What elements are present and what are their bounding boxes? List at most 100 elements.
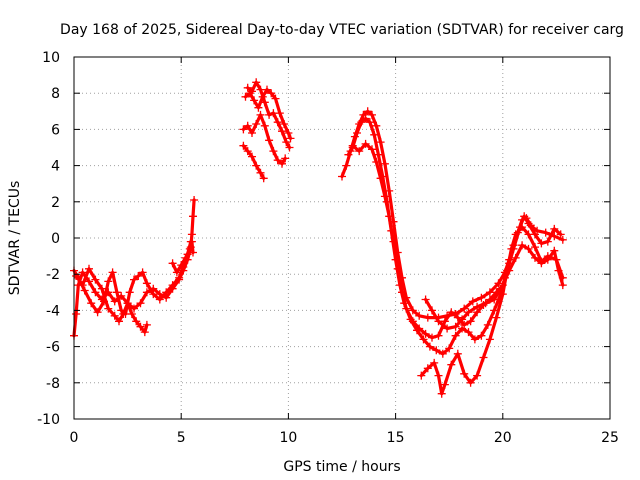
- data-point: [558, 235, 567, 244]
- data-series-arc-2d: [239, 141, 268, 183]
- data-point: [250, 96, 259, 105]
- data-point: [458, 315, 467, 324]
- data-point: [511, 253, 520, 262]
- data-point: [189, 248, 197, 257]
- data-point: [168, 281, 177, 290]
- data-point: [498, 290, 507, 299]
- data-point: [273, 118, 282, 127]
- y-tick-label: -6: [46, 340, 60, 356]
- data-point: [558, 281, 567, 290]
- data-point: [187, 230, 196, 239]
- data-point: [260, 98, 269, 107]
- data-point: [447, 308, 456, 317]
- data-point: [134, 272, 143, 280]
- data-point: [177, 261, 186, 270]
- data-point: [91, 275, 100, 284]
- data-point: [432, 346, 441, 355]
- data-series-arc-3e: [421, 284, 505, 333]
- data-point: [338, 172, 346, 181]
- data-point: [97, 284, 106, 293]
- series-line: [72, 240, 193, 316]
- x-tick-label: 0: [70, 430, 79, 446]
- data-point: [162, 288, 171, 297]
- data-point: [398, 288, 406, 297]
- data-point: [419, 335, 428, 344]
- data-series-arc-2b: [243, 78, 294, 152]
- data-point: [524, 219, 533, 228]
- data-point: [460, 369, 469, 378]
- data-point: [402, 304, 411, 313]
- data-point: [376, 174, 385, 183]
- data-point: [243, 83, 252, 92]
- data-point: [423, 364, 432, 373]
- data-point: [248, 87, 256, 96]
- y-tick-label: 6: [51, 122, 60, 138]
- data-point: [110, 297, 119, 306]
- data-point: [531, 253, 539, 262]
- data-point: [361, 114, 370, 123]
- data-point: [344, 150, 353, 159]
- data-point: [428, 333, 436, 342]
- data-point: [132, 317, 141, 326]
- data-point: [440, 380, 449, 389]
- data-point: [490, 295, 499, 304]
- y-tick-label: 4: [51, 159, 60, 175]
- data-point: [348, 141, 357, 150]
- data-point: [451, 331, 460, 340]
- y-tick-label: 0: [51, 231, 60, 247]
- data-point: [421, 295, 430, 304]
- data-point: [172, 268, 181, 277]
- data-point: [285, 143, 294, 152]
- data-point: [175, 273, 184, 282]
- data-point: [550, 246, 559, 255]
- data-point: [507, 244, 516, 253]
- y-tick-label: 8: [51, 86, 60, 102]
- data-point: [281, 154, 290, 163]
- data-point: [108, 268, 117, 277]
- data-point: [125, 288, 134, 297]
- data-point: [142, 288, 151, 297]
- data-point: [342, 161, 351, 170]
- data-point: [479, 353, 488, 362]
- data-point: [168, 259, 177, 268]
- data-point: [104, 277, 113, 286]
- y-tick-label: 10: [42, 50, 60, 66]
- data-point: [78, 268, 87, 277]
- data-point: [363, 107, 372, 116]
- data-point: [408, 306, 417, 315]
- data-point: [130, 275, 138, 284]
- y-axis-label: SDTVAR / TECUs: [7, 181, 23, 296]
- grid: [74, 57, 610, 419]
- data-point: [380, 159, 389, 168]
- data-point: [115, 317, 123, 326]
- data-point: [503, 266, 512, 275]
- data-point: [372, 121, 381, 130]
- data-point: [374, 150, 383, 159]
- data-point: [142, 279, 151, 288]
- data-point: [443, 324, 452, 333]
- data-point: [438, 349, 447, 358]
- data-point: [380, 192, 389, 201]
- data-point: [447, 360, 456, 369]
- data-point: [496, 284, 505, 293]
- data-point: [445, 344, 454, 353]
- data-point: [460, 320, 469, 329]
- data-point: [483, 320, 492, 329]
- data-point: [543, 237, 552, 246]
- y-tick-label: -10: [37, 412, 60, 428]
- data-point: [370, 130, 379, 139]
- data-point: [282, 138, 291, 147]
- data-point: [269, 147, 278, 156]
- y-tick-label: 2: [51, 195, 60, 211]
- data-point: [466, 378, 475, 387]
- data-point: [434, 317, 443, 326]
- data-point: [494, 279, 503, 288]
- data-point: [72, 272, 81, 280]
- data-point: [80, 286, 89, 295]
- data-point: [78, 281, 87, 290]
- data-point: [87, 299, 96, 308]
- data-point: [541, 228, 550, 237]
- data-point: [280, 120, 289, 128]
- data-point: [112, 288, 121, 297]
- data-point: [473, 371, 482, 380]
